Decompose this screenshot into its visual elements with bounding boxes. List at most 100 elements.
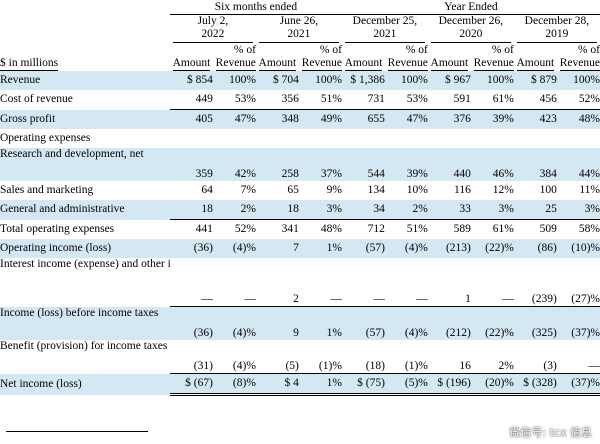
row-label: Operating expenses — [0, 132, 91, 144]
pct-revenue-cell: 100% — [384, 71, 428, 90]
amount-cell: 341 — [255, 219, 299, 239]
amount-header: Amount — [172, 57, 211, 71]
date-spacer — [0, 15, 170, 44]
pct-revenue-cell: 53% — [234, 93, 256, 105]
amount-cell: 16 — [459, 360, 471, 372]
pct-revenue-cell — [213, 129, 256, 148]
period-date-line1: June 26, — [279, 15, 319, 27]
amount-cell: 456 — [539, 93, 557, 105]
group-six-months: Six months ended — [169, 0, 342, 15]
table-row: Operating income (loss) (36) (4)% 7 1% (57) (4… — [0, 239, 600, 258]
period-date-line2: 2021 — [373, 28, 397, 40]
pct-revenue-header: % of Revenue — [301, 44, 342, 71]
pct-revenue-cell: — — [416, 293, 428, 305]
amount-cell: 376 — [427, 109, 471, 129]
amount-cell: 258 — [255, 148, 299, 181]
amount-cell: 34 — [341, 200, 385, 220]
row-label: Research and development, net — [0, 148, 170, 181]
row-label: Interest income (expense) and other inco… — [0, 258, 170, 270]
pct-revenue-cell: 47% — [212, 109, 256, 129]
amount-cell: (36) — [169, 306, 213, 340]
amount-cell: (36) — [169, 239, 213, 258]
period-date: June 26, 2021 — [258, 15, 339, 43]
pct-revenue-cell: 48% — [556, 109, 600, 129]
pct-revenue-header: % of Revenue — [473, 44, 514, 71]
amount-cell: 116 — [454, 184, 471, 196]
period-date-line1: December 28, — [524, 15, 590, 27]
pct-revenue-cell: 2% — [498, 360, 514, 372]
table-row: Sales and marketing 64 7% 65 9% 134 10% 116 12% 1… — [0, 181, 600, 200]
pct-revenue-cell: 46% — [470, 148, 514, 181]
pct-revenue-cell: (4)% — [212, 306, 256, 340]
pct-revenue-cell: — — [244, 293, 256, 305]
pct-revenue-cell: 12% — [492, 184, 514, 196]
pct-revenue-cell: (22)% — [470, 239, 514, 258]
amount-cell: 348 — [255, 109, 299, 129]
group-year-ended: Year Ended — [341, 0, 600, 15]
amount-cell: 731 — [367, 93, 385, 105]
amount-cell: $ (75) — [341, 373, 385, 396]
pct-revenue-cell — [557, 129, 600, 148]
pct-revenue-cell: 52% — [578, 93, 600, 105]
amount-cell: $ 1,386 — [341, 71, 385, 90]
column-subheader-row: $ in millions Amount% of Revenue Amount% o… — [0, 43, 600, 71]
pct-revenue-cell: 61% — [470, 219, 514, 239]
pct-revenue-cell: 100% — [470, 71, 514, 90]
table-row: Cost of revenue 449 53% 356 51% 731 53% 591 61% 4… — [0, 90, 600, 110]
pct-revenue-cell: 100% — [212, 71, 256, 90]
period-date-line2: 2019 — [545, 28, 569, 40]
amount-cell: 1 — [465, 293, 471, 305]
amount-cell — [428, 129, 471, 148]
table-row: Net income (loss) $ (67) (8)% $ 4 1% $ (75) (5… — [0, 373, 600, 396]
pct-revenue-cell: 3% — [470, 200, 514, 220]
pct-revenue-cell: (1)% — [404, 360, 428, 372]
amount-cell: 100 — [539, 184, 557, 196]
pct-revenue-cell: (37)% — [556, 306, 600, 340]
amount-cell: 384 — [513, 148, 557, 181]
row-label: Sales and marketing — [0, 184, 94, 196]
row-label: Gross profit — [0, 109, 170, 129]
pct-revenue-cell: 1% — [298, 239, 342, 258]
amount-cell: 33 — [427, 200, 471, 220]
period-date: December 28, 2019 — [516, 15, 597, 43]
pct-revenue-cell: (4)% — [232, 360, 256, 372]
pct-revenue-cell: — — [330, 293, 342, 305]
pct-revenue-header: % of Revenue — [559, 44, 600, 71]
pct-revenue-cell: (20)% — [470, 373, 514, 396]
pct-revenue-cell: 3% — [556, 200, 600, 220]
period-date-line1: December 26, — [438, 15, 504, 27]
amount-cell: 356 — [281, 93, 299, 105]
pct-revenue-cell: (10)% — [556, 239, 600, 258]
table-row: Benefit (provision) for income taxes (31)… — [0, 340, 600, 374]
amount-cell: $ 967 — [427, 71, 471, 90]
amount-cell: 655 — [341, 109, 385, 129]
amount-cell: $ (196) — [427, 373, 471, 396]
pct-revenue-cell: 2% — [384, 200, 428, 220]
pct-revenue-cell: 47% — [384, 109, 428, 129]
amount-header: Amount — [516, 57, 555, 71]
row-label: Total operating expenses — [0, 222, 115, 235]
pct-revenue-cell: 44% — [556, 148, 600, 181]
pct-revenue-header: % of Revenue — [215, 44, 256, 71]
amount-cell: $ 854 — [169, 71, 213, 90]
units-label: $ in millions — [0, 57, 59, 71]
period-header-0: July 2, 2022 — [170, 15, 256, 43]
pct-revenue-cell: 51% — [320, 93, 342, 105]
amount-cell: 18 — [169, 200, 213, 220]
amount-cell: 589 — [427, 219, 471, 239]
pct-revenue-cell: 58% — [556, 219, 600, 239]
amount-cell: 441 — [169, 219, 213, 239]
table-row: Gross profit 405 47% 348 49% 655 47% 376 39% 423 4… — [0, 109, 600, 129]
pct-revenue-header: % of Revenue — [387, 44, 428, 71]
pct-revenue-cell: 10% — [406, 184, 428, 196]
period-header-3: December 26, 2020 — [428, 15, 514, 43]
amount-cell: 134 — [367, 184, 385, 196]
amount-cell: $ 704 — [255, 71, 299, 90]
table-row: Operating expenses — [0, 129, 600, 148]
table-row: Total operating expenses 441 52% 341 48% 712 5… — [0, 219, 600, 239]
pct-revenue-cell: (37)% — [556, 373, 600, 396]
row-label: Benefit (provision) for income taxes — [0, 340, 168, 352]
pct-revenue-cell: 49% — [298, 109, 342, 129]
amount-cell: (5) — [285, 360, 299, 372]
amount-cell: (3) — [543, 360, 557, 372]
